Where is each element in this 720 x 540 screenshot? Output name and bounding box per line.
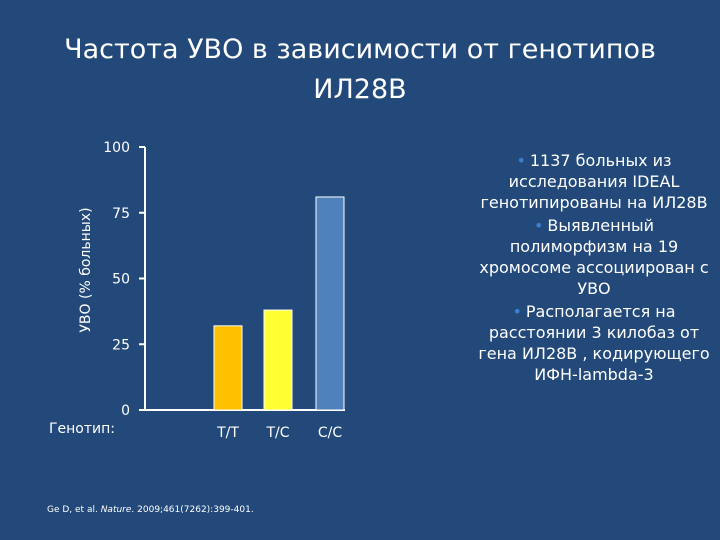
y-tick-label: 0	[121, 403, 130, 419]
y-tick-label: 75	[112, 206, 130, 222]
bullet-marker: •	[512, 302, 522, 321]
slide-title: Частота УВО в зависимости от генотипов И…	[64, 34, 656, 105]
bullet-item: • Выявленный полиморфизм на 19 хромосоме …	[478, 215, 710, 299]
bullet-text: 1137 больных из исследования IDEAL генот…	[480, 151, 708, 212]
bullet-list: • 1137 больных из исследования IDEAL гено…	[478, 150, 710, 387]
citation: Ge D, et al. Nature. 2009;461(7262):399-…	[47, 505, 254, 515]
bar-3	[315, 196, 345, 411]
bar-1	[213, 325, 243, 411]
bar-2	[263, 309, 293, 411]
x-tick-label: Т/Т	[216, 425, 239, 441]
citation-journal: Nature	[100, 505, 132, 515]
citation-details: . 2009;461(7262):399-401.	[131, 505, 254, 515]
bullet-item: • Располагается на расстоянии 3 килобаз о…	[478, 301, 710, 385]
y-tick-label: 50	[112, 272, 130, 288]
x-tick-label: С/С	[318, 425, 342, 441]
x-axis-label: Генотип:	[49, 421, 115, 437]
y-axis-label: УВО (% больных)	[78, 207, 94, 332]
y-tick-label: 100	[103, 140, 130, 156]
x-tick-label: Т/С	[265, 425, 289, 441]
y-tick-label: 25	[112, 337, 130, 353]
bullet-marker: •	[533, 216, 544, 235]
bullet-marker: •	[516, 151, 526, 170]
bullet-text: Располагается на расстоянии 3 килобаз от…	[478, 302, 710, 384]
bullet-item: • 1137 больных из исследования IDEAL гено…	[478, 150, 710, 213]
citation-authors: Ge D, et al.	[47, 505, 101, 515]
bullet-text: Выявленный полиморфизм на 19 хромосоме а…	[479, 216, 709, 298]
